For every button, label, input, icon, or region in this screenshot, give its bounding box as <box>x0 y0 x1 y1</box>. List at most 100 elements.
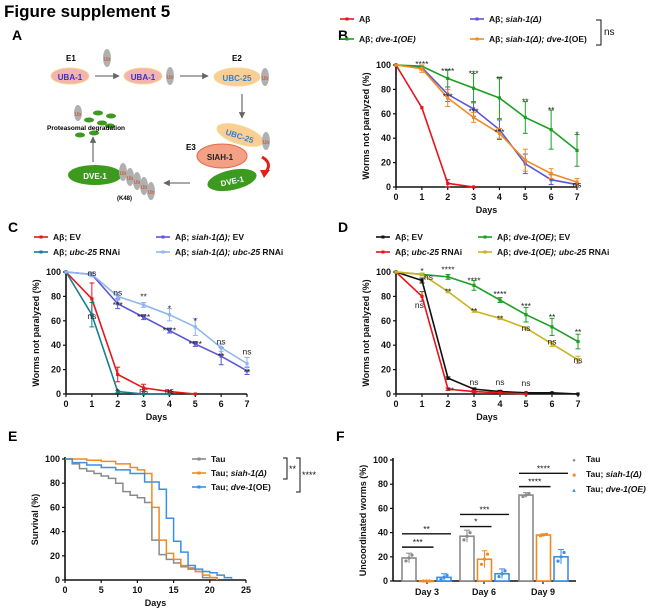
legend-label-part: dve-1(OE) <box>514 232 554 242</box>
significance-label: * <box>575 130 579 140</box>
y-tick-label: 60 <box>381 109 391 119</box>
significance-bracket <box>296 457 301 493</box>
significance-label: **** <box>441 66 455 76</box>
y-tick-label: 0 <box>56 389 61 399</box>
data-point <box>141 315 146 319</box>
data-point <box>167 392 172 396</box>
x-tick-label: 3 <box>471 399 476 409</box>
y-axis-label: Worms not paralyzed (%) <box>361 72 371 179</box>
replicate-point <box>407 556 411 560</box>
significance-bracket <box>283 457 288 480</box>
significance-label: ** <box>471 306 478 316</box>
significance-label: **** <box>493 289 507 299</box>
data-point <box>116 302 120 306</box>
data-point <box>497 96 502 100</box>
replicate-point <box>527 492 531 496</box>
series-2 <box>65 458 233 579</box>
legend-label: Aβ; siah-1(Δ); EV <box>175 232 244 242</box>
significance-label: * <box>194 316 198 326</box>
legend-label-part: RNAi <box>260 247 283 257</box>
significance-label: *** <box>494 127 505 137</box>
y-tick-label: 40 <box>50 527 60 537</box>
data-point <box>193 325 197 329</box>
significance-label: ns <box>243 346 252 356</box>
data-point <box>576 392 580 396</box>
legend-label-part: Tau; <box>211 482 231 492</box>
y-tick-label: 100 <box>46 267 61 277</box>
significance-label: **** <box>441 265 455 275</box>
y-tick-label: 80 <box>381 84 391 94</box>
series-line <box>395 271 579 361</box>
legend-label-part: siah-1(Δ) <box>606 469 642 479</box>
series-0 <box>401 492 534 582</box>
legend-marker <box>345 37 349 41</box>
x-tick-label: 3 <box>141 399 146 409</box>
legend-label: Tau; dve-1(OE) <box>586 484 646 494</box>
significance-label: **** <box>137 312 151 322</box>
data-point <box>446 376 450 380</box>
significance-label: ns <box>522 378 531 388</box>
y-tick-label: 40 <box>378 528 388 538</box>
series-line <box>395 64 578 186</box>
data-point <box>193 392 197 396</box>
data-point <box>446 181 450 185</box>
x-tick-label: 2 <box>445 399 450 409</box>
significance-label: ** <box>549 312 556 322</box>
legend-label-part: siah-1(Δ) <box>231 468 267 478</box>
replicate-point <box>439 577 443 582</box>
series-1 <box>65 458 218 580</box>
data-point <box>394 270 398 274</box>
panel-label-c: C <box>8 219 18 235</box>
svg-text:Ub: Ub <box>262 76 269 82</box>
legend-marker <box>197 457 201 461</box>
series-line <box>395 64 578 183</box>
y-tick-label: 80 <box>381 291 391 301</box>
legend-label-part: dve-1(OE) <box>606 484 646 494</box>
legend-label: Tau; dve-1(OE) <box>211 482 271 492</box>
replicate-point <box>468 531 472 535</box>
svg-text:UBA-1: UBA-1 <box>131 73 156 82</box>
data-point <box>90 313 94 317</box>
legend-marker <box>483 250 487 254</box>
bar <box>518 494 534 582</box>
dve1-label: DVE-1 <box>83 172 107 181</box>
series-0 <box>65 458 218 580</box>
significance-label: ns <box>415 300 424 310</box>
y-tick-label: 60 <box>381 316 391 326</box>
significance-label: ns <box>165 385 174 395</box>
uba1-enzyme-ub <box>123 67 163 85</box>
svg-text:Ub: Ub <box>167 75 174 81</box>
data-point <box>141 392 146 396</box>
legend-label-part: Aβ; <box>497 247 514 257</box>
data-point <box>576 358 580 362</box>
data-point <box>472 283 476 288</box>
e1-label: E1 <box>66 54 76 63</box>
panel-label-e: E <box>8 428 17 444</box>
data-point <box>446 387 450 391</box>
replicate-point <box>559 555 563 559</box>
ubiquitination-pathway-diagram: E1 E2 E3 Ub UBA-1 UBA-1 Ub UBC-25 Ub DVE… <box>47 49 270 202</box>
legend-label-part: RNAi <box>439 247 462 257</box>
category-label: Day 6 <box>472 587 496 597</box>
legend-marker <box>39 235 43 239</box>
x-tick-label: 5 <box>523 399 528 409</box>
legend-label-part: (OE) <box>253 482 271 492</box>
significance-label: *** <box>469 106 480 116</box>
series-1 <box>64 270 172 396</box>
replicate-point <box>562 550 566 555</box>
y-tick-label: 0 <box>386 389 391 399</box>
series-line <box>65 458 218 580</box>
legend-item: Aβ; ubc-25 RNAi <box>376 247 462 257</box>
legend-item: Aβ; EV <box>376 232 423 242</box>
significance-label: ns <box>573 180 582 190</box>
legend-label-part: Aβ; <box>359 34 376 44</box>
x-tick-label: 7 <box>244 399 249 409</box>
significance-label: *** <box>413 537 424 547</box>
significance-label: ns <box>113 288 122 298</box>
svg-text:Ub: Ub <box>127 176 134 182</box>
significance-label: ** <box>423 524 430 534</box>
y-tick-label: 20 <box>381 365 391 375</box>
legend-label-part: Aβ; <box>395 247 412 257</box>
data-point <box>90 297 94 301</box>
legend-label-part: siah-1(Δ); <box>192 232 231 242</box>
